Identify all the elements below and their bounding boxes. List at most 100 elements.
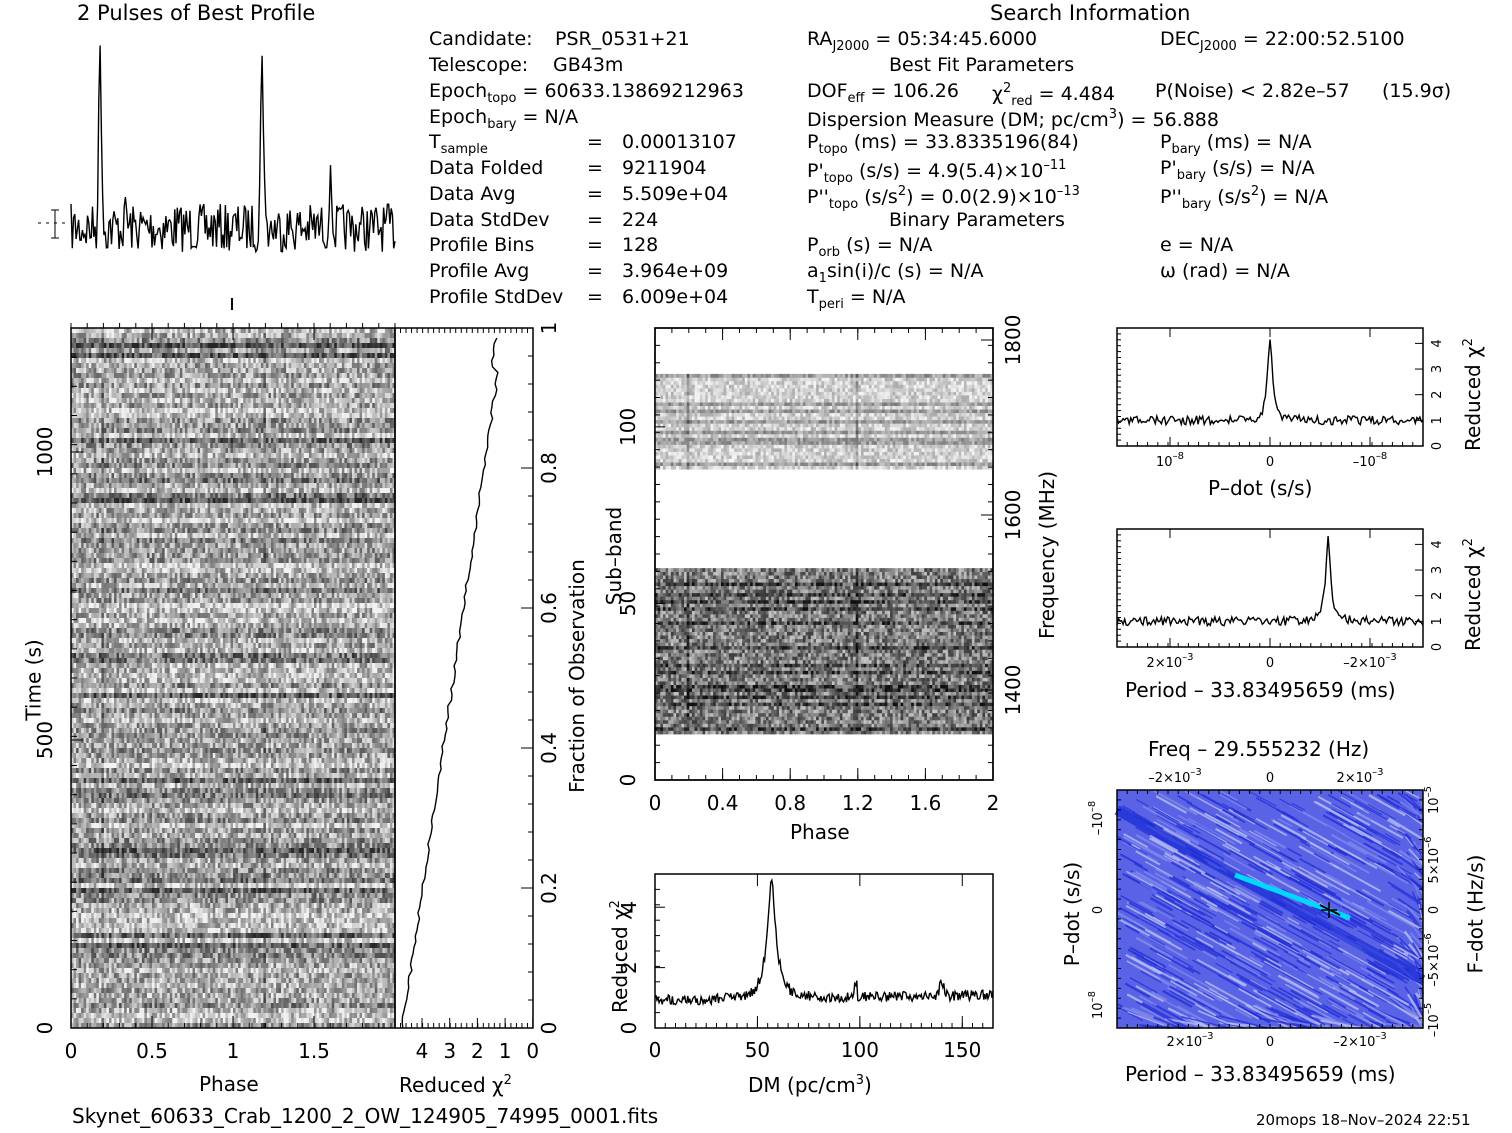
subband-heatmap <box>655 373 994 735</box>
chi2red-field: χ2red = 4.484 <box>992 82 1115 108</box>
freq-title: Freq – 29.555232 (Hz) <box>1148 739 1369 759</box>
binary-title: Binary Parameters <box>889 211 1065 230</box>
pddbary-field: P''bary (s/s2) = N/A <box>1160 185 1328 211</box>
candidate-value: PSR_0531+21 <box>555 30 690 49</box>
phase-tick-label: 1.5 <box>298 1039 330 1063</box>
profile-avg-label: Profile Avg <box>429 262 529 281</box>
profile-bins-label: Profile Bins <box>429 236 534 255</box>
dof-field: DOFeff = 106.26 <box>807 82 959 106</box>
fraction-ylabel: Fraction of Observation <box>565 559 589 793</box>
period-chi2-xtick-label: –2×10–3 <box>1343 652 1397 671</box>
period-chi2-xtick-label: 0 <box>1266 656 1274 671</box>
frequency-tick-label: 1800 <box>1001 315 1025 366</box>
phase-xlabel-mid: Phase <box>790 822 850 842</box>
ppdot-pdot-tick-label: 10–8 <box>1087 991 1106 1019</box>
period-chi2-tick-label: 1 <box>1430 617 1445 625</box>
time-ylabel: Time (s) <box>22 639 46 720</box>
best-fit-title: Best Fit Parameters <box>889 56 1074 75</box>
subband-phase-tick-label: 1.6 <box>909 791 941 815</box>
data-stddev-value: 224 <box>622 211 658 230</box>
fdot-tick-label: –10–5 <box>1423 1003 1442 1037</box>
ppdot-ridge <box>1114 805 1426 985</box>
freq-tick-label: 0 <box>1266 771 1274 786</box>
dm-chi2-tick-label: 4 <box>617 901 641 914</box>
dm-chi2-ylabel: Reduced χ2 <box>608 900 632 1013</box>
frequency-tick-label: 1600 <box>1001 490 1025 541</box>
pdot-chi2-xtick-label: 0 <box>1266 455 1274 470</box>
a1-field: a1sin(i)/c (s) = N/A <box>807 262 983 286</box>
data-folded-value: 9211904 <box>622 159 707 178</box>
profile-avg-value: 3.964e+09 <box>622 262 728 281</box>
phase-tick-label: 0 <box>65 1039 78 1063</box>
dm-chi2-tick-label: 0 <box>617 1022 641 1035</box>
tsample-label: Tsample <box>429 133 488 157</box>
time-phase-heatmap <box>71 328 396 1029</box>
chi2-time-line <box>401 337 499 1029</box>
ptopo-field: Ptopo (ms) = 33.8335196(84) <box>807 133 1079 157</box>
epoch-bary: Epochbary = N/A <box>429 108 578 132</box>
freq-tick-label: –2×10–3 <box>1148 767 1202 786</box>
subband-phase-tick-label: 0.4 <box>707 791 739 815</box>
search-info-title: Search Information <box>990 3 1190 24</box>
period-pdot-heatmap <box>1114 789 1426 1030</box>
epoch-topo: Epochtopo = 60633.13869212963 <box>429 82 744 106</box>
subband-phase-tick-label: 1.2 <box>842 791 874 815</box>
ppdot-period-tick-label: –2×10–3 <box>1333 1031 1387 1050</box>
fraction-tick-label: 1 <box>537 322 561 335</box>
period-chi2-tick-label: 3 <box>1430 566 1445 574</box>
fdot-tick-label: 10–5 <box>1423 786 1442 814</box>
pdot-chi2-ylabel: Reduced χ2 <box>1461 338 1485 451</box>
chi2-tick-label: 3 <box>443 1039 456 1063</box>
pddtopo-field: P''topo (s/s2) = 0.0(2.9)×10–13 <box>807 185 1080 211</box>
dm-line <box>654 877 994 1007</box>
chi2-tick-label: 1 <box>499 1039 512 1063</box>
subband-phase-tick-label: 0.8 <box>774 791 806 815</box>
period-chi2-ylabel: Reduced χ2 <box>1461 538 1485 651</box>
fdot-tick-label: 5×10–6 <box>1423 836 1442 883</box>
tperi-field: Tperi = N/A <box>807 288 905 312</box>
porb-field: Porb (s) = N/A <box>807 236 932 260</box>
pdot-chi2-tick-label: 1 <box>1430 416 1445 424</box>
pdtopo-field: P'topo (s/s) = 4.9(5.4)×10–11 <box>807 159 1066 185</box>
period-chi2-tick-label: 2 <box>1430 592 1445 600</box>
dm-tick-label: 50 <box>745 1038 770 1062</box>
period-chi2-frame <box>1116 528 1424 648</box>
chi2-tick-label: 4 <box>416 1039 429 1063</box>
pdot-chi2-tick-label: 2 <box>1430 391 1445 399</box>
fdot-ylabel: F–dot (Hz/s) <box>1463 855 1487 974</box>
dm-xlabel: DM (pc/cm3) <box>748 1074 872 1095</box>
subband-tick-label: 50 <box>616 591 640 616</box>
phase-xlabel-left: Phase <box>199 1074 259 1094</box>
fdot-tick-label: 0 <box>1427 906 1442 914</box>
profile-title: 2 Pulses of Best Profile <box>77 3 315 24</box>
period-xlabel-lower: Period – 33.83495659 (ms) <box>1125 1064 1396 1084</box>
phase-tick-label: 1 <box>227 1039 240 1063</box>
dm-frame <box>654 873 994 1029</box>
time-tick-label: 1000 <box>33 427 57 478</box>
candidate-label: Candidate: <box>429 30 533 49</box>
footer-filename: Skynet_60633_Crab_1200_2_OW_124905_74995… <box>72 1106 658 1126</box>
pnoise-field: P(Noise) < 2.82e–57 <box>1155 82 1350 101</box>
data-folded-label: Data Folded <box>429 159 543 178</box>
pdot-chi2-line <box>1116 339 1424 427</box>
pdot-ylabel: P–dot (s/s) <box>1060 862 1084 966</box>
pbary-field: Pbary (ms) = N/A <box>1160 133 1312 157</box>
period-chi2-tick-label: 0 <box>1430 643 1445 651</box>
dm-tick-label: 150 <box>943 1038 981 1062</box>
pdot-chi2-tick-label: 4 <box>1430 339 1445 347</box>
subband-tick-label: 0 <box>616 774 640 787</box>
profile-stddev-value: 6.009e+04 <box>622 288 728 307</box>
tsample-value: 0.00013107 <box>622 133 737 152</box>
period-xlabel-upper: Period – 33.83495659 (ms) <box>1125 680 1396 700</box>
chi2-xlabel: Reduced χ2 <box>399 1074 512 1095</box>
ppdot-period-tick-label: 2×10–3 <box>1166 1031 1213 1050</box>
pdot-xlabel: P–dot (s/s) <box>1208 478 1312 498</box>
time-tick-label: 0 <box>33 1022 57 1035</box>
fraction-tick-label: 0.2 <box>537 872 561 904</box>
period-chi2-xtick-label: 2×10–3 <box>1146 652 1193 671</box>
data-avg-value: 5.509e+04 <box>622 185 728 204</box>
subband-ylabel: Sub–band <box>602 507 626 605</box>
ecc-field: e = N/A <box>1160 236 1233 255</box>
fraction-tick-label: 0 <box>537 1022 561 1035</box>
